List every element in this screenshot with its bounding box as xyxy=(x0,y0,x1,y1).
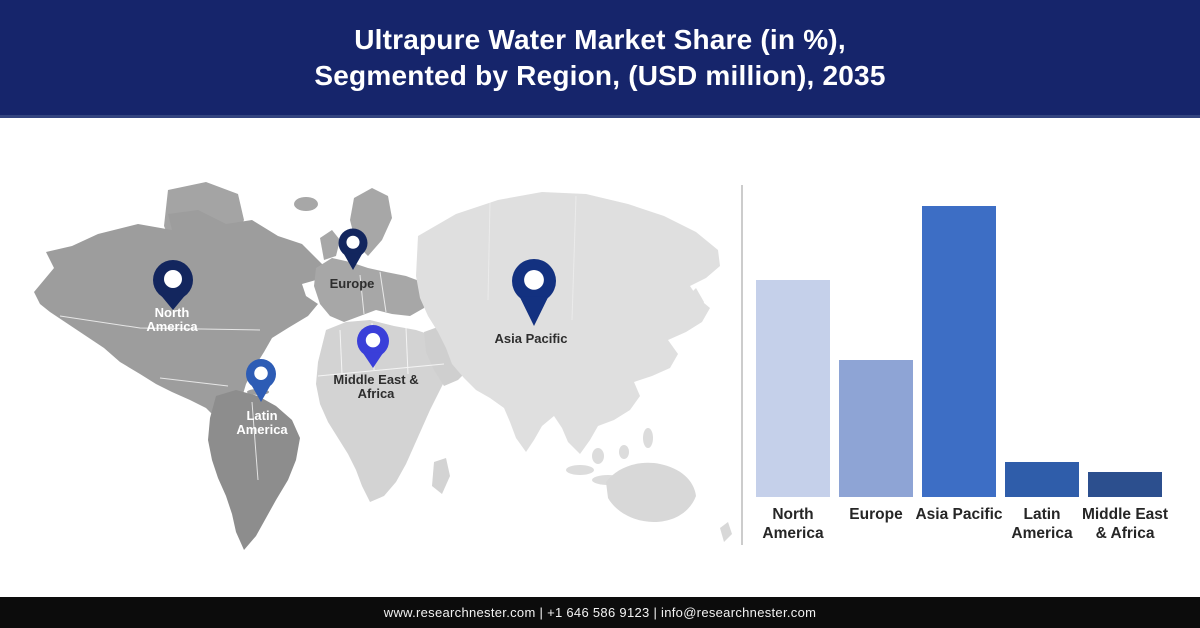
bar-label-latin-america: Latin America xyxy=(1011,506,1073,542)
bar-north-america xyxy=(756,280,830,497)
page-title-line-2: Segmented by Region, (USD million), 2035 xyxy=(314,59,886,91)
map-pins: North America Europe Latin America Middle Eas… xyxy=(146,228,568,437)
bar-label-north-america: North America xyxy=(762,506,824,542)
continents xyxy=(34,182,732,550)
bar-asia-pacific xyxy=(922,206,996,497)
island-new-zealand xyxy=(720,522,732,542)
island-uk xyxy=(320,230,340,260)
map-pin-middle-east-africa: Middle East & Africa xyxy=(333,325,419,401)
bar-label-europe: Europe xyxy=(849,506,903,523)
footer-bar: www.researchnester.com | +1 646 586 9123… xyxy=(0,597,1200,628)
map-pin-europe: Europe xyxy=(330,228,375,291)
map-pin-north-america: North America xyxy=(146,260,198,334)
continent-asia xyxy=(416,192,720,454)
continent-europe xyxy=(314,258,430,322)
bar-chart-labels: North America Europe Asia Pacific Latin Ame… xyxy=(756,505,1169,543)
bar-label-asia-pacific: Asia Pacific xyxy=(915,506,1003,523)
world-map: North America Europe Latin America Middle Eas… xyxy=(34,182,732,550)
continent-australia xyxy=(606,462,696,522)
map-label-north-america: North America xyxy=(146,305,198,334)
map-label-asia-pacific: Asia Pacific xyxy=(495,331,568,346)
continent-south-america xyxy=(208,390,300,550)
bar-middle-east-africa xyxy=(1088,472,1162,497)
island-madagascar xyxy=(432,458,450,494)
page-title-line-1: Ultrapure Water Market Share (in %), xyxy=(354,23,846,55)
bar-europe xyxy=(839,360,913,497)
bar-latin-america xyxy=(1005,462,1079,497)
continent-africa xyxy=(316,320,454,502)
island-iceland xyxy=(294,197,318,211)
map-label-latin-america: Latin America xyxy=(236,408,288,437)
bar-chart xyxy=(756,206,1162,497)
island-japan xyxy=(686,288,704,322)
continent-north-america xyxy=(34,210,330,436)
map-label-middle-east-africa: Middle East & Africa xyxy=(333,372,418,401)
section-divider xyxy=(741,185,743,545)
map-pin-asia-pacific: Asia Pacific xyxy=(495,259,568,346)
map-label-europe: Europe xyxy=(330,276,375,291)
footer-contact-text: www.researchnester.com | +1 646 586 9123… xyxy=(383,605,817,620)
header-banner: Ultrapure Water Market Share (in %), Seg… xyxy=(0,0,1200,118)
map-pin-latin-america: Latin America xyxy=(236,359,288,437)
bar-label-middle-east-africa: Middle East & Africa xyxy=(1081,506,1169,542)
